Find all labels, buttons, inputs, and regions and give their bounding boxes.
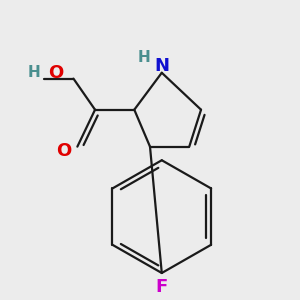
Text: F: F — [156, 278, 168, 296]
Text: N: N — [154, 57, 169, 75]
Text: O: O — [56, 142, 71, 160]
Text: H: H — [138, 50, 151, 65]
Text: O: O — [48, 64, 63, 82]
Text: H: H — [28, 65, 40, 80]
